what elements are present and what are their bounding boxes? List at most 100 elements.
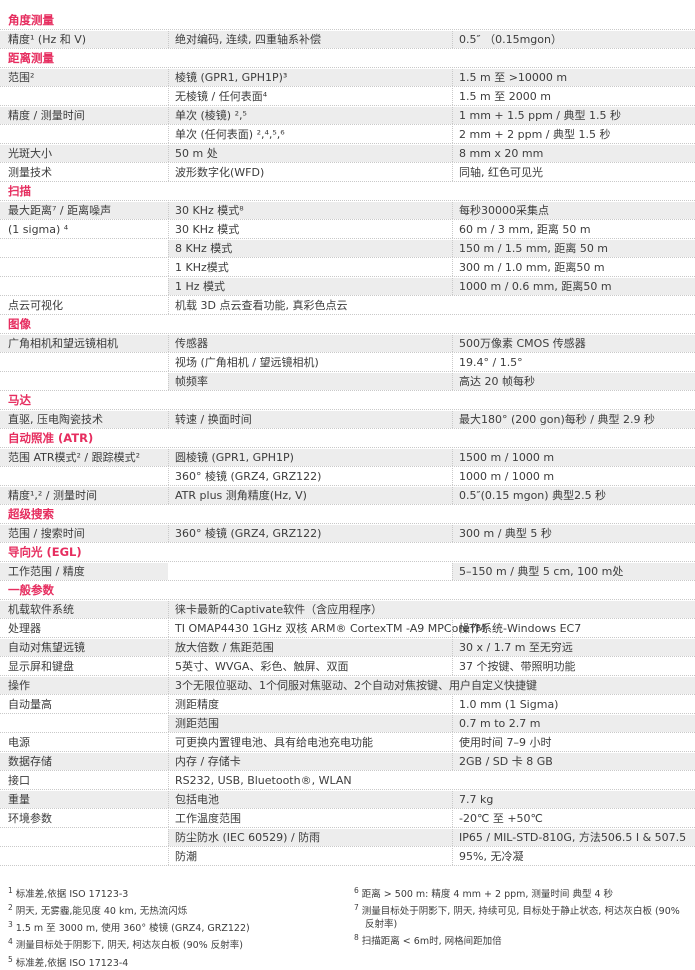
row-value: 300 m / 1.0 mm, 距离50 m: [452, 258, 695, 276]
section-header-label: 导向光 (EGL): [0, 543, 168, 561]
row-description: TI OMAP4430 1GHz 双核 ARM® CortexTM -A9 MP…: [168, 619, 486, 637]
row-description: 传感器: [168, 334, 452, 352]
row-value: 0.5″ （0.15mgon）: [452, 30, 695, 48]
spec-row: 最大距离⁷ / 距离噪声 30 KHz 模式⁸ 每秒30000采集点: [0, 201, 695, 220]
spec-row: 处理器 TI OMAP4430 1GHz 双核 ARM® CortexTM -A9…: [0, 619, 695, 638]
row-value: 1500 m / 1000 m: [452, 448, 695, 466]
row-description: 5英寸、WVGA、彩色、触屏、双面: [168, 657, 452, 675]
spec-row: 自动量高 测距精度 1.0 mm (1 Sigma): [0, 695, 695, 714]
row-value: 最大180° (200 gon)每秒 / 典型 2.9 秒: [452, 410, 695, 428]
footnote-item: 3 1.5 m 至 3000 m, 使用 360° 棱镜 (GRZ4, GRZ12…: [8, 918, 346, 935]
row-description: 1 KHz模式: [168, 258, 452, 276]
footnote-number: 2: [8, 903, 13, 913]
row-description: 可更换内置锂电池、具有给电池充电功能: [168, 733, 452, 751]
row-description: 30 KHz 模式: [168, 220, 452, 238]
spec-row: 数据存储 内存 / 存储卡 2GB / SD 卡 8 GB: [0, 752, 695, 771]
row-label: (1 sigma) ⁴: [8, 222, 69, 236]
spec-row: 自动对焦望远镜 放大倍数 / 焦距范围 30 x / 1.7 m 至无穷远: [0, 638, 695, 657]
row-description: ATR plus 测角精度(Hz, V): [168, 486, 452, 504]
section-header-label: 一般参数: [0, 581, 168, 599]
row-label: 范围²: [0, 68, 168, 86]
footnote-text: 标准差,依据 ISO 17123-4: [15, 957, 129, 969]
spec-row: 1 Hz 模式 1000 m / 0.6 mm, 距离50 m: [0, 277, 695, 296]
row-label: 最大距离⁷ / 距离噪声: [0, 201, 168, 219]
row-label: 精度 / 测量时间: [0, 106, 168, 124]
footnote-text: 测量目标处于阴影下, 阴天, 柯达灰白板 (90% 反射率): [15, 940, 243, 952]
row-description: 包括电池: [168, 790, 452, 808]
spec-row: 精度¹ (Hz 和 V) 绝对编码, 连续, 四重轴系补偿 0.5″ （0.15mg…: [0, 30, 695, 49]
footnotes-right-column: 6 距离 > 500 m: 精度 4 mm + 2 ppm, 测量时间 典型 4 …: [354, 884, 687, 970]
footnote-text: 标准差,依据 ISO 17123-3: [15, 889, 129, 901]
section-header-label: 图像: [0, 315, 168, 333]
row-description: 50 m 处: [168, 144, 452, 162]
row-label: 机载软件系统: [0, 600, 168, 618]
row-value: 高达 20 帧每秒: [452, 372, 695, 390]
row-label: 自动量高: [8, 697, 52, 711]
row-description: 帧频率: [168, 372, 452, 390]
section-header-row: 自动照准 (ATR): [0, 429, 695, 448]
row-label: 环境参数: [8, 811, 52, 825]
row-label: 范围 / 搜索时间: [0, 524, 168, 542]
section-header-row: 一般参数: [0, 581, 695, 600]
row-value: -20℃ 至 +50℃: [452, 809, 695, 827]
row-description: 单次 (棱镜) ²,⁵: [168, 106, 452, 124]
row-label: 范围 ATR模式² / 跟踪模式²: [0, 448, 168, 466]
section-header-row: 角度测量: [0, 11, 695, 30]
row-description: 测距范围: [168, 714, 452, 732]
section-header-label: 自动照准 (ATR): [0, 429, 168, 447]
row-label: 自动对焦望远镜: [0, 638, 168, 656]
row-value: 5–150 m / 典型 5 cm, 100 m处: [452, 562, 695, 580]
row-value: 操作系统-Windows EC7: [452, 619, 695, 637]
row-value: 95%, 无冷凝: [452, 847, 695, 865]
spec-row: 直驱, 压电陶瓷技术 转速 / 换面时间 最大180° (200 gon)每秒 / …: [0, 410, 695, 429]
spec-row: 单次 (任何表面) ²,⁴,⁵,⁶ 2 mm + 2 ppm / 典型 1.5 秒: [0, 125, 695, 144]
row-label: 精度¹,² / 测量时间: [0, 486, 168, 504]
spec-row: 视场 (广角相机 / 望远镜相机) 19.4° / 1.5°: [0, 353, 695, 372]
row-description: 内存 / 存储卡: [168, 752, 452, 770]
row-label: 电源: [8, 735, 30, 749]
row-description: 测距精度: [168, 695, 452, 713]
section-header-label: 超级搜索: [0, 505, 168, 523]
footnote-number: 7: [354, 903, 359, 913]
row-description: 30 KHz 模式⁸: [168, 201, 452, 219]
row-label: 测量技术: [8, 165, 52, 179]
footnote-number: 1: [8, 886, 13, 895]
spec-row: 1 KHz模式 300 m / 1.0 mm, 距离50 m: [0, 258, 695, 277]
row-value: 1000 m / 1000 m: [452, 467, 695, 485]
row-label: 显示屏和键盘: [8, 659, 74, 673]
row-value: 1000 m / 0.6 mm, 距离50 m: [452, 277, 695, 295]
section-header-label: 扫描: [0, 182, 168, 200]
row-value: 每秒30000采集点: [452, 201, 695, 219]
section-header-row: 距离测量: [0, 49, 695, 68]
spec-row: 帧频率 高达 20 帧每秒: [0, 372, 695, 391]
row-value: 300 m / 典型 5 秒: [452, 524, 695, 542]
spec-row: 精度 / 测量时间 单次 (棱镜) ²,⁵ 1 mm + 1.5 ppm / 典型 …: [0, 106, 695, 125]
spec-row: 显示屏和键盘 5英寸、WVGA、彩色、触屏、双面 37 个按键、带照明功能: [0, 657, 695, 676]
spec-row: 8 KHz 模式 150 m / 1.5 mm, 距离 50 m: [0, 239, 695, 258]
row-label: 操作: [0, 676, 168, 694]
row-description: 波形数字化(WFD): [168, 163, 452, 181]
footnote-number: 5: [8, 954, 13, 964]
spec-row: 电源 可更换内置锂电池、具有给电池充电功能 使用时间 7–9 小时: [0, 733, 695, 752]
row-label: 处理器: [8, 621, 41, 635]
row-value: 1 mm + 1.5 ppm / 典型 1.5 秒: [452, 106, 695, 124]
row-label: 工作范围 / 精度: [0, 562, 168, 580]
footnote-item: 2 阴天, 无雾霾,能见度 40 km, 无热流闪烁: [8, 901, 346, 918]
spec-row: 操作 3个无限位驱动、1个伺服对焦驱动、2个自动对焦按键、用户自定义快捷键: [0, 676, 695, 695]
row-description: 绝对编码, 连续, 四重轴系补偿: [168, 30, 452, 48]
spec-row: 测距范围 0.7 m to 2.7 m: [0, 714, 695, 733]
row-value: 19.4° / 1.5°: [452, 353, 695, 371]
row-description: 3个无限位驱动、1个伺服对焦驱动、2个自动对焦按键、用户自定义快捷键: [168, 676, 695, 694]
row-description: 无棱镜 / 任何表面⁴: [168, 87, 452, 105]
row-description: 圆棱镜 (GPR1, GPH1P): [168, 448, 452, 466]
row-value: 7.7 kg: [452, 790, 695, 808]
spec-row: 360° 棱镜 (GRZ4, GRZ122) 1000 m / 1000 m: [0, 467, 695, 486]
spec-row: 测量技术 波形数字化(WFD) 同轴, 红色可见光: [0, 163, 695, 182]
spec-row: 机载软件系统 徕卡最新的Captivate软件（含应用程序）: [0, 600, 695, 619]
row-value: 使用时间 7–9 小时: [452, 733, 695, 751]
row-value: 30 x / 1.7 m 至无穷远: [452, 638, 695, 656]
spec-row: 接口 RS232, USB, Bluetooth®, WLAN: [0, 771, 695, 790]
row-description: 360° 棱镜 (GRZ4, GRZ122): [168, 467, 452, 485]
spec-row: 工作范围 / 精度 5–150 m / 典型 5 cm, 100 m处: [0, 562, 695, 581]
section-header-row: 导向光 (EGL): [0, 543, 695, 562]
